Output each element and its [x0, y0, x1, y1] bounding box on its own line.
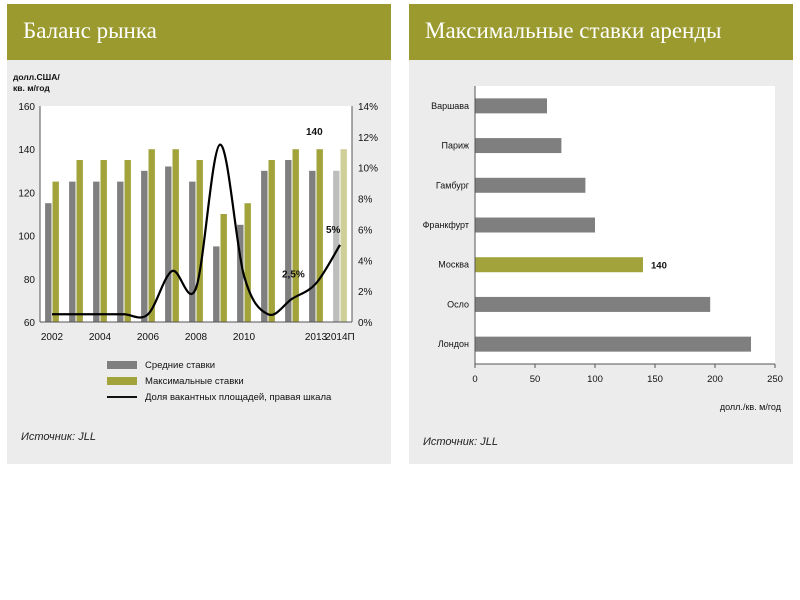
source-note-right: Источник: JLL [423, 436, 498, 448]
x-tick-label: 200 [707, 374, 723, 385]
bar-avg [69, 181, 76, 322]
y2-tick-label: 0% [358, 318, 373, 329]
y2-tick-label: 12% [358, 133, 378, 144]
legend-label-max: Максимальные ставки [145, 375, 244, 387]
bar-avg [93, 181, 100, 322]
legend-label-avg: Средние ставки [145, 359, 216, 371]
city-label: Франкфурт [423, 220, 469, 230]
x-tick-label: 150 [647, 374, 663, 385]
market-balance-header: Баланс рынка [7, 4, 391, 60]
bar-max [268, 160, 275, 322]
y-tick-label: 100 [18, 232, 35, 243]
x-tick-label: 0 [472, 374, 477, 385]
x-tick-label: 2010 [233, 332, 256, 343]
bar-city [475, 177, 586, 193]
y2-tick-label: 2% [358, 287, 373, 298]
market-balance-legend: Средние ставки Максимальные ставки Доля … [107, 357, 331, 405]
city-label: Москва [438, 260, 469, 270]
city-label: Гамбург [436, 180, 470, 190]
y2-tick-label: 10% [358, 164, 378, 175]
x-tick-label: 2008 [185, 332, 208, 343]
y-tick-label: 140 [18, 145, 35, 156]
source-note-left: Источник: JLL [21, 431, 96, 443]
y2-tick-label: 4% [358, 256, 373, 267]
y-tick-label: 120 [18, 188, 35, 199]
bar-avg [333, 170, 340, 322]
bar-max [292, 149, 299, 322]
y-tick-label: 160 [18, 102, 35, 113]
bar-avg [237, 224, 244, 322]
x-axis-label: долл./кв. м/год [720, 402, 782, 412]
bar-avg [285, 160, 292, 322]
bar-max [76, 160, 83, 322]
bar-max [148, 149, 155, 322]
bar-avg [117, 181, 124, 322]
bar-city [475, 217, 595, 233]
y2-tick-label: 8% [358, 195, 373, 206]
bar-avg [261, 170, 268, 322]
x-tick-label: 50 [530, 374, 541, 385]
max-rent-title: Максимальные ставки аренды [425, 18, 722, 43]
bar-max [52, 181, 59, 322]
bar-city [475, 257, 643, 273]
bar-city [475, 296, 711, 312]
x-tick-label: 2014П [325, 332, 354, 343]
annotation-140: 140 [306, 127, 323, 138]
y-axis-label-line2: кв. м/год [13, 83, 50, 93]
bar-max [316, 149, 323, 322]
max-rent-header: Максимальные ставки аренды [409, 4, 793, 60]
city-label: Лондон [438, 339, 469, 349]
bar-avg [189, 181, 196, 322]
max-rent-panel: Максимальные ставки аренды Варшава Париж Г… [409, 4, 793, 464]
y2-tick-label: 14% [358, 102, 378, 113]
bar-max [220, 214, 227, 322]
bar-max [100, 160, 107, 322]
y2-tick-label: 6% [358, 225, 373, 236]
market-balance-panel: Баланс рынка долл.США/ кв. м/год 60 80 100… [7, 4, 391, 464]
y-tick-label: 80 [24, 275, 36, 286]
legend-item-avg: Средние ставки [107, 357, 331, 373]
market-balance-chart: долл.США/ кв. м/год 60 80 100 120 140 160 0% 2%… [13, 72, 378, 343]
annotation-5pct: 5% [326, 225, 341, 236]
y-axis-label-line1: долл.США/ [13, 72, 60, 82]
city-label: Варшава [431, 101, 469, 111]
legend-item-max: Максимальные ставки [107, 373, 331, 389]
x-tick-label: 2002 [41, 332, 64, 343]
x-tick-label: 2006 [137, 332, 160, 343]
bar-max [124, 160, 131, 322]
vacancy-line [52, 143, 341, 319]
bar-avg [213, 246, 220, 322]
annotation-2-5pct: 2,5% [282, 269, 305, 280]
legend-swatch-vacancy [107, 396, 137, 398]
bar-avg [45, 203, 52, 322]
max-rent-chart: Варшава Париж Гамбург Франкфурт Москва 140 Осл… [423, 86, 783, 412]
bar-city [475, 336, 751, 352]
market-balance-title: Баланс рынка [23, 18, 157, 43]
legend-swatch-max [107, 377, 137, 385]
annotation-moscow: 140 [651, 261, 667, 272]
bar-avg [141, 170, 148, 322]
x-tick-label: 100 [587, 374, 603, 385]
city-label: Париж [441, 141, 469, 151]
x-tick-label: 2004 [89, 332, 112, 343]
x-tick-label: 2013 [305, 332, 328, 343]
bar-city [475, 98, 547, 114]
legend-item-vacancy: Доля вакантных площадей, правая шкала [107, 389, 331, 405]
bar-max [244, 203, 251, 322]
city-label: Осло [447, 299, 469, 309]
bar-max [340, 149, 347, 322]
bar-city [475, 138, 562, 154]
legend-swatch-avg [107, 361, 137, 369]
bar-max [172, 149, 179, 322]
bar-avg [165, 166, 172, 322]
bar-avg [309, 170, 316, 322]
x-tick-label: 250 [767, 374, 783, 385]
bar-max [196, 160, 203, 322]
legend-label-vacancy: Доля вакантных площадей, правая шкала [145, 391, 332, 403]
y-tick-label: 60 [24, 318, 36, 329]
